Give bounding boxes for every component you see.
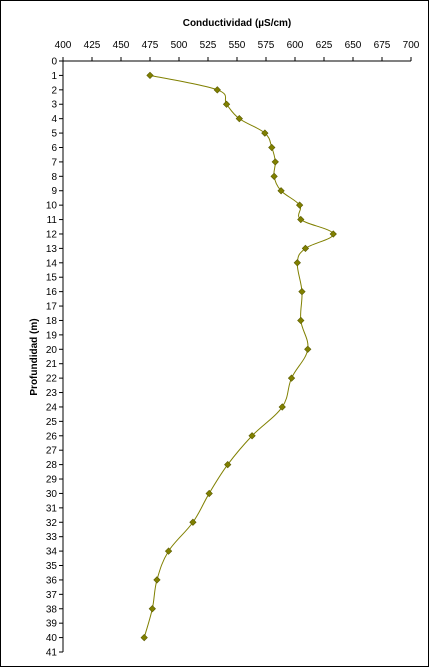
y-tick-label: 3 bbox=[51, 100, 57, 111]
y-tick-label: 4 bbox=[51, 114, 57, 125]
x-tick-label: 550 bbox=[229, 40, 246, 51]
y-tick-label: 40 bbox=[46, 633, 58, 644]
y-tick-label: 36 bbox=[46, 575, 58, 586]
y-tick-label: 19 bbox=[46, 330, 58, 341]
data-point-marker bbox=[278, 403, 286, 411]
y-tick-label: 22 bbox=[46, 374, 58, 385]
data-point-marker bbox=[189, 518, 197, 526]
x-tick-label: 675 bbox=[374, 40, 391, 51]
y-axis-ticks: 0123456789101112131415161718192021222324… bbox=[46, 57, 63, 659]
data-point-marker bbox=[213, 86, 221, 94]
data-point-marker bbox=[298, 288, 306, 296]
x-axis-ticks: 400 425 450 475 500 525 550 575 600 625 650 675 700 bbox=[55, 40, 420, 61]
y-tick-label: 30 bbox=[46, 489, 58, 500]
x-tick-label: 575 bbox=[258, 40, 275, 51]
y-tick-label: 23 bbox=[46, 388, 58, 399]
y-tick-label: 14 bbox=[46, 258, 58, 269]
y-tick-label: 0 bbox=[51, 57, 57, 68]
y-tick-label: 5 bbox=[51, 129, 57, 140]
x-tick-label: 625 bbox=[316, 40, 333, 51]
axes bbox=[62, 60, 411, 652]
y-tick-label: 28 bbox=[46, 460, 58, 471]
data-point-marker bbox=[293, 259, 301, 267]
y-tick-label: 10 bbox=[46, 201, 58, 212]
x-tick-label: 525 bbox=[200, 40, 217, 51]
y-tick-label: 12 bbox=[46, 229, 58, 240]
x-tick-label: 425 bbox=[84, 40, 101, 51]
x-tick-label: 650 bbox=[345, 40, 362, 51]
y-tick-label: 39 bbox=[46, 619, 58, 630]
y-tick-label: 27 bbox=[46, 446, 58, 457]
data-point-marker bbox=[164, 547, 173, 555]
data-point-marker bbox=[296, 201, 304, 209]
y-tick-label: 29 bbox=[46, 475, 58, 486]
y-tick-label: 16 bbox=[46, 287, 58, 298]
y-tick-label: 31 bbox=[46, 503, 58, 514]
y-tick-label: 41 bbox=[46, 648, 58, 659]
y-tick-label: 21 bbox=[46, 359, 58, 370]
data-point-marker bbox=[287, 374, 296, 382]
y-tick-label: 13 bbox=[46, 244, 58, 255]
y-tick-label: 6 bbox=[51, 143, 57, 154]
data-point-marker bbox=[301, 244, 310, 253]
y-tick-label: 25 bbox=[46, 417, 58, 428]
data-point-marker bbox=[297, 215, 305, 224]
y-tick-label: 9 bbox=[51, 186, 57, 197]
data-point-marker bbox=[268, 143, 276, 152]
y-tick-label: 7 bbox=[51, 157, 57, 168]
data-point-marker bbox=[235, 115, 243, 123]
series-markers bbox=[140, 71, 337, 642]
y-tick-label: 33 bbox=[46, 532, 58, 543]
x-tick-label: 700 bbox=[403, 40, 420, 51]
chart-title: Conductividad (µS/cm) bbox=[183, 18, 292, 29]
data-point-marker bbox=[248, 432, 256, 440]
data-point-marker bbox=[222, 100, 231, 108]
data-point-marker bbox=[140, 633, 148, 642]
y-tick-label: 18 bbox=[46, 316, 58, 327]
x-tick-label: 600 bbox=[287, 40, 304, 51]
y-tick-label: 1 bbox=[51, 71, 57, 82]
y-tick-label: 32 bbox=[46, 518, 58, 529]
y-tick-label: 24 bbox=[46, 402, 58, 413]
y-tick-label: 8 bbox=[51, 172, 57, 183]
data-point-marker bbox=[329, 230, 337, 238]
x-tick-label: 500 bbox=[171, 40, 188, 51]
y-tick-label: 34 bbox=[46, 547, 58, 558]
data-point-marker bbox=[205, 489, 213, 498]
series-line bbox=[143, 74, 334, 638]
y-tick-label: 17 bbox=[46, 302, 58, 313]
y-tick-label: 37 bbox=[46, 590, 58, 601]
data-point-marker bbox=[297, 316, 305, 325]
data-point-marker bbox=[270, 172, 278, 180]
y-tick-label: 38 bbox=[46, 604, 58, 615]
y-tick-label: 20 bbox=[46, 345, 58, 356]
x-tick-label: 475 bbox=[142, 40, 159, 51]
y-tick-label: 15 bbox=[46, 273, 58, 284]
data-point-marker bbox=[146, 71, 154, 80]
x-tick-label: 450 bbox=[113, 40, 130, 51]
y-tick-label: 2 bbox=[51, 85, 57, 96]
data-point-marker bbox=[153, 576, 161, 584]
y-axis-label: Profundidad (m) bbox=[29, 318, 40, 395]
y-tick-label: 35 bbox=[46, 561, 58, 572]
data-point-marker bbox=[304, 345, 312, 353]
data-point-marker bbox=[261, 129, 269, 137]
data-point-marker bbox=[277, 187, 285, 195]
data-point-marker bbox=[271, 158, 279, 166]
y-tick-label: 26 bbox=[46, 431, 58, 442]
y-tick-label: 11 bbox=[47, 215, 58, 226]
data-point-marker bbox=[224, 460, 232, 469]
x-tick-label: 400 bbox=[55, 40, 72, 51]
data-point-marker bbox=[148, 605, 156, 613]
